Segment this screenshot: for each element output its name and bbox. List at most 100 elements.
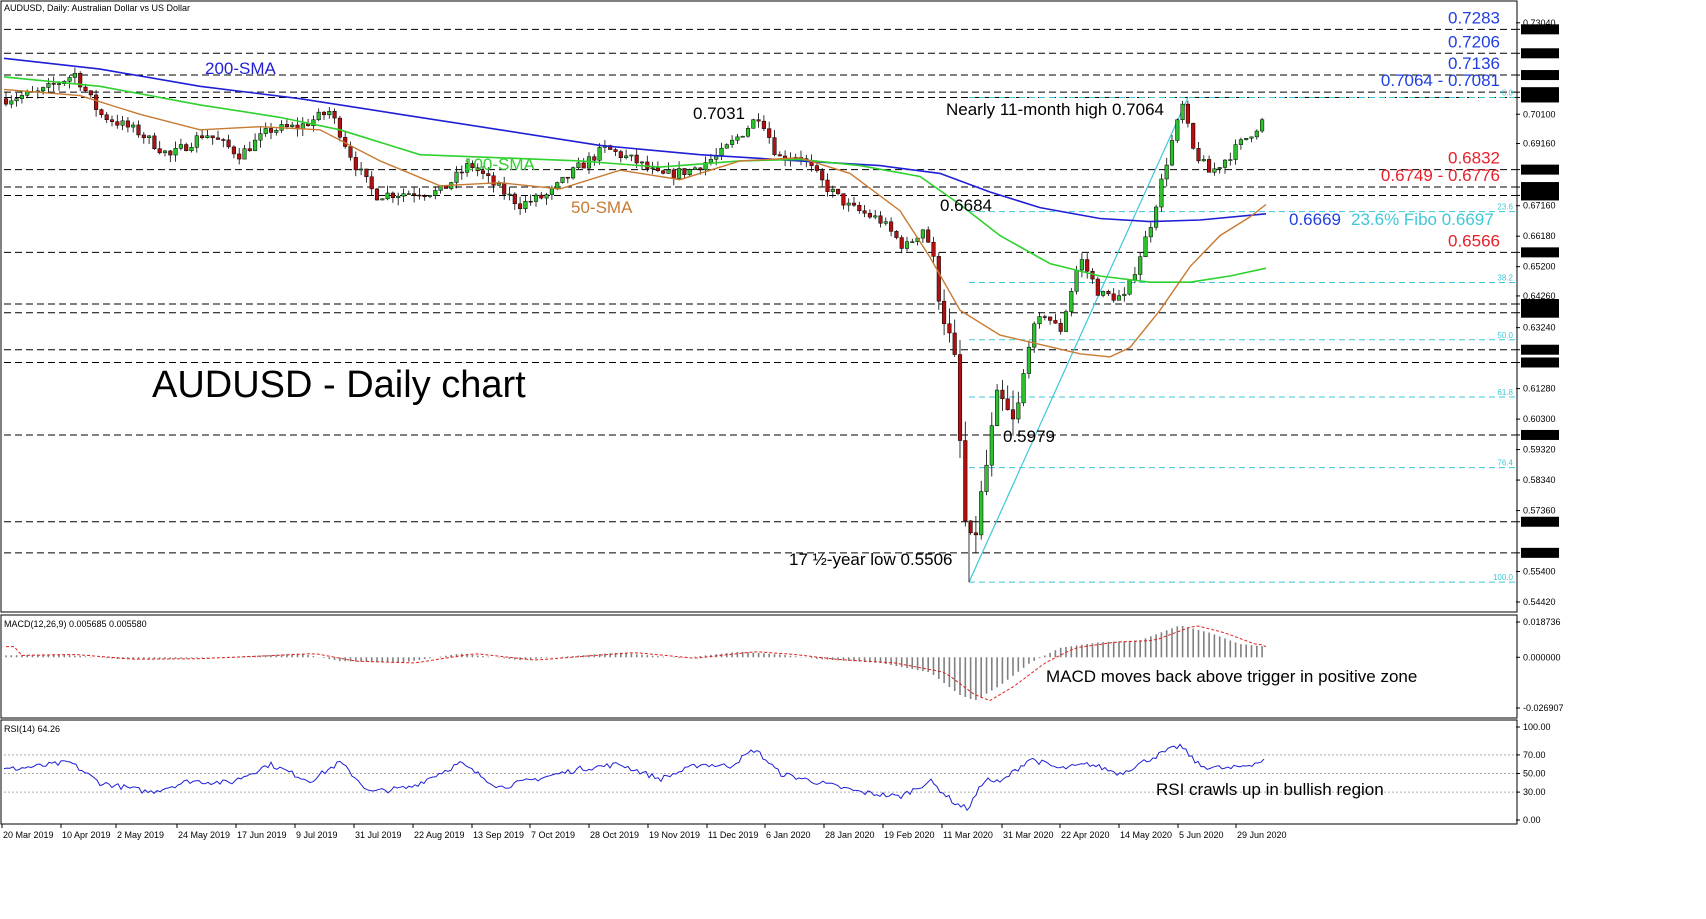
- candle-body: [624, 155, 629, 158]
- candle-body: [41, 87, 46, 92]
- candle-body: [830, 188, 835, 192]
- candle-body: [1222, 159, 1228, 168]
- sma50-label: 50-SMA: [571, 198, 633, 217]
- macd-note: MACD moves back above trigger in positiv…: [1046, 667, 1417, 686]
- sma50-line: [3, 88, 1267, 358]
- candle-body: [618, 151, 623, 158]
- price-tick-label: 0.63240: [1523, 323, 1556, 333]
- time-tick-label: 14 May 2020: [1120, 830, 1172, 840]
- candle-body: [1207, 159, 1212, 173]
- candle-body: [1026, 346, 1031, 374]
- candle-body: [963, 440, 968, 522]
- candle-body: [152, 135, 157, 149]
- fibo-trendline: [968, 97, 1189, 583]
- level-label: 0.6566: [1448, 231, 1500, 250]
- candle-body: [136, 124, 141, 136]
- candle-body: [947, 323, 952, 334]
- chart-title: AUDUSD - Daily chart: [152, 364, 526, 406]
- candle-body: [406, 193, 411, 195]
- candle-body: [480, 170, 486, 174]
- candle-body: [459, 171, 464, 174]
- candle-body: [1138, 256, 1143, 275]
- candle-body: [661, 170, 666, 174]
- candle-body: [491, 175, 496, 186]
- price-tick-label: 0.67160: [1523, 201, 1556, 211]
- candle-body: [1196, 148, 1201, 162]
- candle-body: [995, 389, 1000, 426]
- candle-body: [83, 86, 88, 91]
- candle-body: [1148, 227, 1153, 238]
- rsi-panel-frame: [0, 719, 1518, 825]
- candle-body: [263, 128, 268, 134]
- candle-body: [131, 124, 136, 128]
- candle-body: [899, 237, 904, 249]
- time-tick-label: 31 Jul 2019: [355, 830, 402, 840]
- time-tick-label: 9 Jul 2019: [296, 830, 338, 840]
- rsi-tick-label: 100.00: [1523, 722, 1551, 732]
- price-tick-label: 0.68320: [1523, 165, 1556, 175]
- candle-body: [46, 83, 51, 88]
- candle-body: [608, 145, 613, 150]
- time-tick-label: 6 Jan 2020: [766, 830, 811, 840]
- price-tag: [1521, 70, 1559, 81]
- candle-body: [1048, 316, 1053, 321]
- time-tick-label: 20 Mar 2019: [3, 830, 54, 840]
- candle-body: [1180, 103, 1185, 121]
- candle-body: [1085, 259, 1090, 272]
- candle-body: [1164, 164, 1169, 180]
- level-label: 0.7283: [1448, 8, 1500, 27]
- candle-body: [565, 176, 570, 179]
- candle-body: [629, 154, 634, 157]
- candle-body: [200, 135, 205, 138]
- price-tick-label: 0.63720: [1523, 308, 1556, 318]
- candle-body: [231, 146, 236, 155]
- candle-body: [1260, 119, 1265, 132]
- candle-body: [374, 188, 380, 201]
- candle-body: [1069, 290, 1074, 312]
- candle-body: [682, 168, 687, 175]
- time-tick-label: 31 Mar 2020: [1003, 830, 1054, 840]
- macd-signal-line: [6, 625, 1267, 702]
- candle-body: [931, 241, 936, 257]
- time-tick-label: 17 Jun 2019: [237, 830, 287, 840]
- candle-body: [581, 162, 586, 169]
- price-tick-label: 0.59320: [1523, 445, 1556, 455]
- fibo-level-label: 61.8: [1497, 388, 1513, 397]
- candle-body: [904, 241, 910, 249]
- candle-body: [936, 256, 941, 302]
- candle-body: [735, 136, 740, 141]
- candle-body: [836, 188, 841, 194]
- candle-body: [867, 212, 872, 218]
- candle-body: [120, 120, 125, 126]
- price-tick-label: 0.58340: [1523, 475, 1556, 485]
- candle-body: [703, 162, 708, 171]
- time-tick-label: 10 Apr 2019: [62, 830, 111, 840]
- price-tag: [1521, 547, 1559, 558]
- candle-body: [1106, 291, 1111, 295]
- candle-body: [104, 114, 109, 120]
- candle-body: [560, 176, 565, 183]
- candle-body: [878, 215, 883, 224]
- candle-body: [724, 144, 729, 149]
- candle-body: [1016, 402, 1021, 420]
- candle-body: [989, 425, 994, 466]
- candle-body: [692, 167, 698, 170]
- candle-body: [592, 156, 597, 161]
- candle-body: [1201, 159, 1206, 162]
- candle-body: [247, 148, 252, 152]
- price-tag: [1521, 182, 1559, 193]
- candle-body: [1101, 291, 1106, 296]
- candle-body: [380, 198, 385, 201]
- candle-body: [19, 95, 24, 99]
- candle-body: [910, 241, 915, 243]
- price-tick-label: 0.55400: [1523, 567, 1556, 577]
- candle-body: [979, 491, 984, 536]
- macd-indicator: 0.018736 0.000000 -0.026907: [5, 617, 1564, 713]
- candle-body: [168, 150, 173, 156]
- candle-body: [88, 90, 93, 96]
- price-tag: [1521, 48, 1559, 59]
- time-tick-label: 11 Dec 2019: [708, 830, 758, 840]
- price-tick-label: 0.64260: [1523, 291, 1556, 301]
- candle-body: [841, 193, 846, 206]
